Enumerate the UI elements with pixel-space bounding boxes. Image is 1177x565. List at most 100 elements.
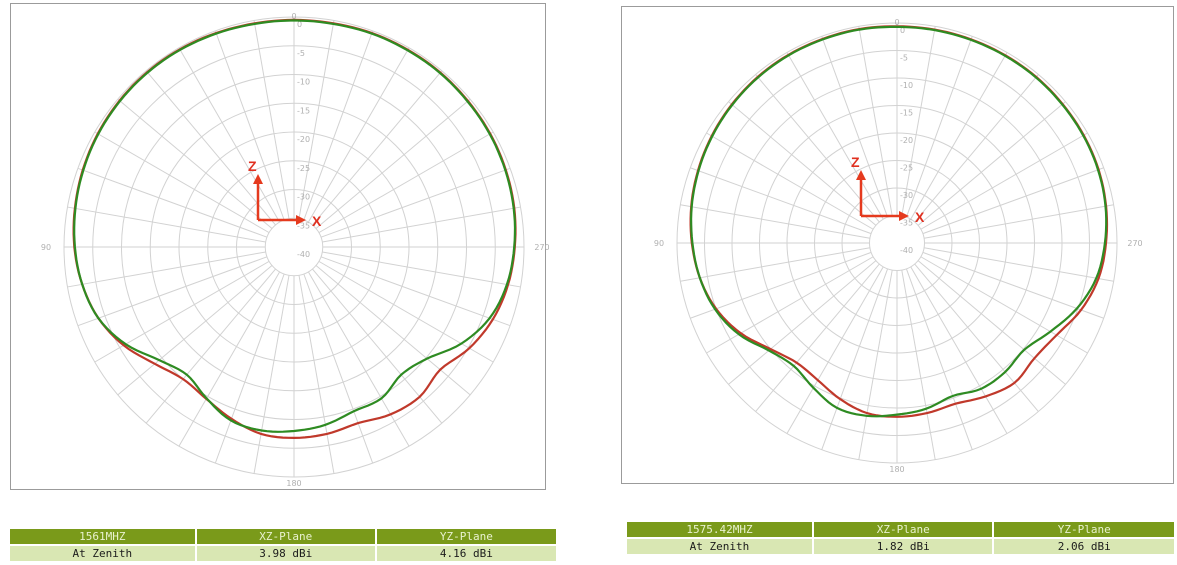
grid-spoke bbox=[914, 74, 1039, 223]
grid-spoke bbox=[320, 256, 511, 327]
z-axis-label: Z bbox=[851, 154, 860, 170]
angle-label: 0 bbox=[291, 12, 296, 21]
polar-plot-frame: 0 -5 -10 -15 -20 -25 -30 -35 -40 0 90 180 270 Z X bbox=[10, 3, 550, 490]
grid-spoke bbox=[117, 98, 273, 229]
grid-spoke bbox=[67, 206, 266, 243]
radial-tick-label: -35 bbox=[297, 221, 310, 230]
table-header-xz-plane: XZ-Plane bbox=[812, 522, 995, 538]
grid-spoke bbox=[94, 260, 270, 363]
angle-label: 90 bbox=[654, 239, 664, 248]
grid-spoke bbox=[298, 20, 335, 219]
grid-spoke bbox=[318, 260, 494, 363]
table-cell-label: At Zenith bbox=[10, 544, 197, 561]
grid-spoke bbox=[690, 167, 872, 235]
grid-spoke bbox=[728, 101, 877, 226]
axis-marker: ZX bbox=[851, 154, 925, 225]
grid-spoke bbox=[706, 132, 874, 230]
grid-spoke bbox=[786, 52, 884, 220]
x-axis-label: X bbox=[915, 209, 925, 225]
grid-spoke bbox=[923, 247, 1114, 282]
radial-tick-label: -25 bbox=[900, 164, 913, 173]
table-cell-yz-gain: 2.06 dBi bbox=[993, 537, 1174, 554]
z-arrow-head bbox=[253, 174, 263, 184]
grid-spoke bbox=[680, 247, 871, 282]
grid-spoke bbox=[94, 131, 270, 234]
grid-spoke bbox=[728, 260, 877, 385]
table-row: At Zenith 1.82 dBi 2.06 dBi bbox=[627, 537, 1174, 554]
grid-spoke bbox=[706, 256, 874, 354]
grid-spoke bbox=[298, 275, 335, 474]
polar-plot-frame: 0 -5 -10 -15 -20 -25 -30 -35 -40 0 90 180 270 Z X bbox=[621, 6, 1174, 484]
radial-tick-label: -30 bbox=[297, 193, 310, 202]
gain-table-1561: 1561MHZ XZ-Plane YZ-Plane At Zenith 3.98… bbox=[10, 529, 556, 561]
angle-label: 270 bbox=[1127, 239, 1142, 248]
grid-spoke bbox=[214, 273, 285, 464]
grid-spoke bbox=[680, 204, 871, 239]
table-header-row: 1561MHZ XZ-Plane YZ-Plane bbox=[10, 529, 556, 545]
grid-spoke bbox=[315, 265, 471, 396]
grid-spoke bbox=[315, 98, 471, 229]
x-arrow-head bbox=[296, 215, 306, 225]
x-axis-label: X bbox=[312, 213, 322, 229]
grid-spoke bbox=[922, 251, 1104, 319]
grid-spoke bbox=[910, 266, 1008, 434]
table-header-xz-plane: XZ-Plane bbox=[195, 529, 377, 545]
series-line-yz-plane bbox=[689, 25, 1108, 418]
grid-spoke bbox=[901, 26, 936, 217]
grid-spoke bbox=[253, 275, 290, 474]
grid-spoke bbox=[318, 131, 494, 234]
grid-spoke bbox=[303, 30, 374, 221]
grid-spoke bbox=[923, 204, 1114, 239]
gain-table-1575: 1575.42MHZ XZ-Plane YZ-Plane At Zenith 1… bbox=[627, 522, 1174, 554]
grid-spoke bbox=[917, 260, 1066, 385]
polar-grid bbox=[63, 16, 525, 478]
grid-spoke bbox=[312, 70, 443, 226]
angle-label: 180 bbox=[889, 465, 904, 474]
axis-marker: ZX bbox=[248, 158, 322, 229]
grid-spoke bbox=[145, 268, 276, 424]
grid-spoke bbox=[67, 251, 266, 288]
radial-tick-label: 0 bbox=[297, 20, 302, 29]
radial-tick-label: -35 bbox=[900, 219, 913, 228]
angle-label: 270 bbox=[534, 243, 549, 252]
grid-spoke bbox=[303, 273, 374, 464]
radial-tick-label: -15 bbox=[900, 109, 913, 118]
pattern-panel-1575: 0 -5 -10 -15 -20 -25 -30 -35 -40 0 90 180 270 Z X 1575… bbox=[617, 0, 1177, 565]
grid-spoke bbox=[77, 167, 268, 238]
table-cell-yz-gain: 4.16 dBi bbox=[375, 544, 556, 561]
radial-tick-label: -15 bbox=[297, 106, 310, 115]
grid-spoke bbox=[755, 263, 880, 412]
x-arrow-head bbox=[899, 211, 909, 221]
grid-spoke bbox=[821, 268, 889, 450]
grid-spoke bbox=[117, 265, 273, 396]
grid-spoke bbox=[920, 256, 1088, 354]
polar-grid bbox=[676, 22, 1118, 464]
table-row: At Zenith 3.98 dBi 4.16 dBi bbox=[10, 544, 556, 561]
angle-label: 90 bbox=[41, 243, 51, 252]
grid-spoke bbox=[905, 268, 973, 450]
grid-spoke bbox=[922, 167, 1104, 235]
radial-tick-label: -30 bbox=[900, 191, 913, 200]
table-header-frequency: 1575.42MHZ bbox=[627, 522, 814, 538]
table-header-row: 1575.42MHZ XZ-Plane YZ-Plane bbox=[627, 522, 1174, 538]
table-cell-xz-gain: 1.82 dBi bbox=[812, 537, 995, 554]
table-header-frequency: 1561MHZ bbox=[10, 529, 197, 545]
table-cell-xz-gain: 3.98 dBi bbox=[195, 544, 377, 561]
angle-label: 0 bbox=[894, 18, 899, 27]
table-header-yz-plane: YZ-Plane bbox=[375, 529, 556, 545]
grid-spoke bbox=[905, 36, 973, 218]
z-axis-label: Z bbox=[248, 158, 257, 174]
grid-spoke bbox=[917, 101, 1066, 226]
grid-spoke bbox=[322, 251, 521, 288]
grid-spoke bbox=[77, 256, 268, 327]
grid-spoke bbox=[307, 271, 410, 447]
table-cell-label: At Zenith bbox=[627, 537, 814, 554]
grid-spoke bbox=[214, 30, 285, 221]
grid-spoke bbox=[690, 251, 872, 319]
grid-spoke bbox=[320, 167, 511, 238]
radial-tick-label: -5 bbox=[900, 54, 908, 63]
angle-label: 180 bbox=[286, 479, 301, 488]
grid-spoke bbox=[920, 132, 1088, 230]
